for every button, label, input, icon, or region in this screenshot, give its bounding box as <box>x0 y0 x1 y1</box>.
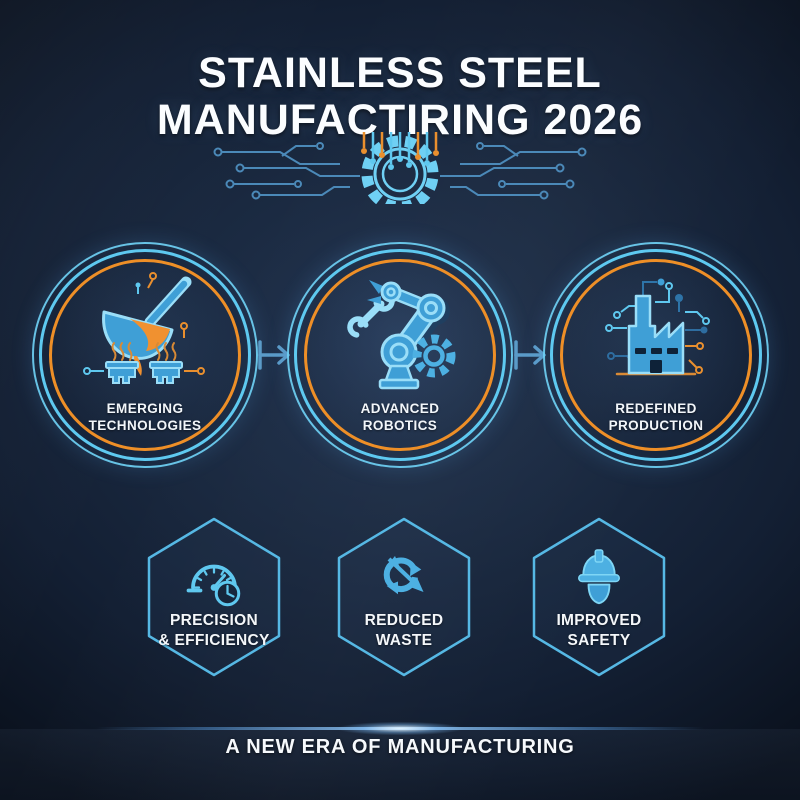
outer-ring <box>543 242 769 468</box>
circuit-gear-icon <box>213 132 587 204</box>
hard-hat-icon <box>578 549 620 605</box>
process-step-label: ADVANCED ROBOTICS <box>287 400 513 434</box>
footer-panel <box>0 729 800 800</box>
inner-blue-ring <box>39 249 251 461</box>
label-line: PRECISION <box>170 612 258 629</box>
smart-factory-icon <box>605 278 710 376</box>
process-step-card-emerging-technologies: EMERGING TECHNOLOGIES <box>32 242 258 468</box>
label-line: ADVANCED <box>360 401 440 416</box>
benefit-label: IMPROVED SAFETY <box>522 611 676 651</box>
gauge-clock-icon <box>186 564 241 607</box>
benefit-label: REDUCED WASTE <box>327 611 481 651</box>
title-line-1: STAINLESS STEEL <box>198 49 602 97</box>
inner-blue-ring <box>550 249 762 461</box>
label-line: PRODUCTION <box>608 418 704 433</box>
page-title: STAINLESS STEEL MANUFACTIRING 2026 <box>0 50 800 144</box>
process-step-card-advanced-robotics: ADVANCED ROBOTICS <box>287 242 513 468</box>
label-line: REDUCED <box>364 612 444 629</box>
lens-flare <box>312 719 488 738</box>
process-step-label: REDEFINED PRODUCTION <box>543 400 769 434</box>
benefit-card-reduced-waste: REDUCED WASTE <box>337 517 471 677</box>
benefit-label: PRECISION & EFFICIENCY <box>137 611 291 651</box>
label-line: SAFETY <box>567 632 631 649</box>
label-line: REDEFINED <box>615 401 697 416</box>
label-line: IMPROVED <box>556 612 642 629</box>
label-line: TECHNOLOGIES <box>88 418 202 433</box>
outer-ring <box>32 242 258 468</box>
recycle-arrow-icon <box>383 556 424 595</box>
molten-metal-ladle-icon <box>83 272 205 384</box>
process-step-card-redefined-production: REDEFINED PRODUCTION <box>543 242 769 468</box>
hexagon-outline <box>337 517 471 677</box>
process-step-label: EMERGING TECHNOLOGIES <box>32 400 258 434</box>
inner-blue-ring <box>294 249 506 461</box>
label-line: & EFFICIENCY <box>158 632 270 649</box>
label-line: ROBOTICS <box>362 418 438 433</box>
label-line: WASTE <box>375 632 433 649</box>
benefit-card-precision-efficiency: PRECISION & EFFICIENCY <box>147 517 281 677</box>
footer-tagline: A NEW ERA OF MANUFACTURING <box>225 736 575 758</box>
robotic-arm-icon <box>347 280 456 390</box>
label-line: EMERGING <box>106 401 184 416</box>
hexagon-outline <box>147 517 281 677</box>
benefit-card-improved-safety: IMPROVED SAFETY <box>532 517 666 677</box>
outer-ring <box>287 242 513 468</box>
